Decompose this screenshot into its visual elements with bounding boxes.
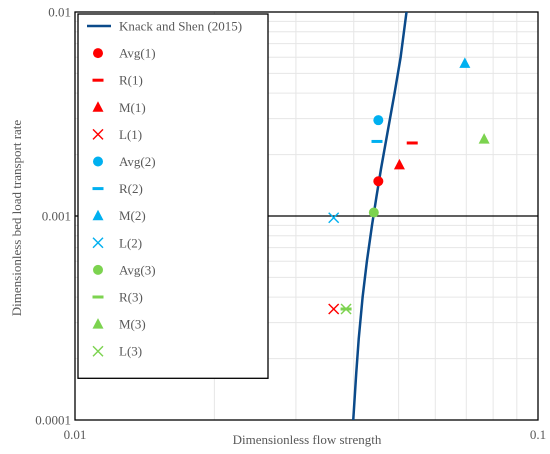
y-axis-label: Dimensionless bed load transport rate xyxy=(9,120,24,317)
legend-label-avg2: Avg(2) xyxy=(119,154,156,169)
point-l1 xyxy=(328,303,340,315)
point-l1-stroke-b xyxy=(328,303,340,315)
plot-border xyxy=(74,11,539,421)
point-m1 xyxy=(393,158,405,170)
legend-symbol-avg3 xyxy=(93,264,103,275)
legend-symbol-l3-stroke-b xyxy=(92,345,104,357)
point-l2 xyxy=(328,212,340,224)
point-l3-stroke-b xyxy=(340,303,352,315)
legend-label-l2: L(2) xyxy=(119,235,142,250)
legend-label-m1: M(1) xyxy=(119,100,146,115)
legend-label-l3: L(3) xyxy=(119,344,142,359)
legend-label-avg3: Avg(3) xyxy=(119,262,156,277)
x-tick-label: 0.01 xyxy=(64,427,87,442)
point-avg1 xyxy=(373,176,384,187)
x-tick-label: 0.1 xyxy=(530,427,546,442)
x-axis-label: Dimensionless flow strength xyxy=(233,432,382,447)
y-tick-label: 0.01 xyxy=(48,5,71,20)
legend-label-m2: M(2) xyxy=(119,208,146,223)
legend-box xyxy=(77,13,269,379)
point-l2-stroke-b xyxy=(328,212,340,224)
legend-symbol-l3 xyxy=(92,345,104,357)
legend-symbol-l1-stroke-b xyxy=(92,128,104,140)
legend: Knack and Shen (2015) Avg(1) R(1) M(1) L(1) A… xyxy=(77,13,269,379)
legend-symbol-avg1 xyxy=(93,48,103,59)
legend-label-l1: L(1) xyxy=(119,127,142,142)
legend-symbol-m1 xyxy=(92,101,104,112)
legend-label-r1: R(1) xyxy=(119,73,143,88)
legend-label-avg1: Avg(1) xyxy=(119,46,156,61)
y-tick-label: 0.001 xyxy=(42,209,71,224)
legend-symbol-m3 xyxy=(92,318,104,329)
legend-symbol-l1 xyxy=(92,128,104,140)
point-m3 xyxy=(478,133,490,144)
point-l3 xyxy=(340,303,352,315)
legend-label-r3: R(3) xyxy=(119,290,143,305)
y-tick-label: 0.0001 xyxy=(35,413,71,428)
legend-symbol-l2-stroke-b xyxy=(92,237,104,249)
point-avg3 xyxy=(368,207,379,218)
legend-symbol-avg2 xyxy=(93,156,103,167)
point-m2 xyxy=(459,57,471,68)
legend-label-m3: M(3) xyxy=(119,317,146,332)
legend-label-curve: Knack and Shen (2015) xyxy=(119,19,242,34)
legend-label-r2: R(2) xyxy=(119,181,143,196)
tick-labels: 0.0001 0.001 0.01 0.01 0.1 xyxy=(35,5,546,443)
point-avg2 xyxy=(373,115,384,126)
legend-symbol-l2 xyxy=(92,237,104,249)
data-markers xyxy=(328,57,490,315)
legend-symbol-m2 xyxy=(92,209,104,221)
